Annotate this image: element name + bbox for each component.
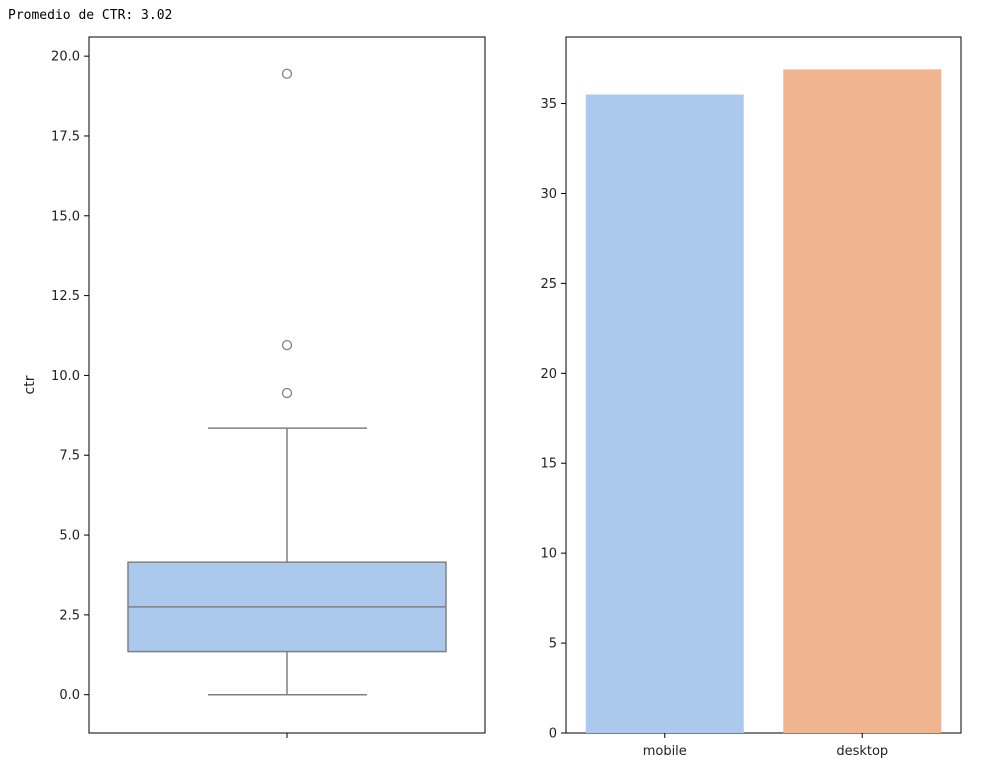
bar-y-tick-label: 5 <box>549 637 557 652</box>
bar-chart-panel: 0 5 10 15 20 25 30 35 mobile desktop <box>540 36 962 759</box>
bar-x-tick-label: mobile <box>643 744 687 759</box>
outlier-point <box>281 387 293 399</box>
box-plot-marks <box>127 68 447 696</box>
bar-y-tick-label: 20 <box>540 367 557 382</box>
bar-x-tick-label: desktop <box>836 744 888 759</box>
bar-chart-bars <box>585 69 942 734</box>
box-y-tick-label: 15.0 <box>51 209 80 224</box>
bar-desktop <box>783 69 942 734</box>
bar-y-tick-label: 25 <box>540 277 557 292</box>
box-y-tick-label: 2.5 <box>59 608 80 623</box>
box-plot-panel: 0.0 2.5 5.0 7.5 10.0 12.5 15.0 17.5 20.0 ctr <box>22 36 486 738</box>
box-y-tick-label: 17.5 <box>51 129 80 144</box>
bar-y-tick-label: 30 <box>540 187 557 202</box>
outlier-point <box>281 68 293 79</box>
box-y-tick-label: 5.0 <box>59 529 80 544</box>
bar-mobile <box>585 94 744 733</box>
bar-y-tick-label: 35 <box>540 97 557 112</box>
bar-y-tick-label: 10 <box>540 547 557 562</box>
outlier-point <box>281 339 293 351</box>
bar-chart-x-axis: mobile desktop <box>643 733 888 759</box>
bar-y-tick-label: 15 <box>540 457 557 472</box>
box-y-tick-label: 10.0 <box>51 369 80 384</box>
box-y-tick-label: 7.5 <box>59 449 80 464</box>
bar-chart-frame <box>565 36 962 734</box>
box-plot-y-axis: 0.0 2.5 5.0 7.5 10.0 12.5 15.0 17.5 20.0 <box>51 50 89 703</box>
box-y-tick-label: 0.0 <box>59 688 80 703</box>
bar-y-tick-label: 0 <box>549 727 557 742</box>
bar-chart-y-axis: 0 5 10 15 20 25 30 35 <box>540 97 566 742</box>
box-plot-y-axis-label: ctr <box>22 375 38 394</box>
output-text: Promedio de CTR: 3.02 <box>8 8 173 23</box>
box-y-tick-label: 20.0 <box>51 50 80 65</box>
box-y-tick-label: 12.5 <box>51 289 80 304</box>
